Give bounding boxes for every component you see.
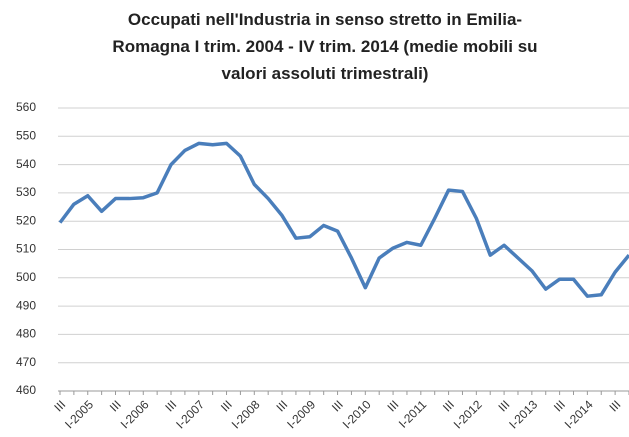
y-tick-label: 540 [16,157,36,171]
data-line [58,141,629,298]
x-tick-label: III [607,397,624,414]
x-tick-label: I-2014 [562,397,596,431]
y-tick-label: 470 [16,355,36,369]
x-tick-label: III [384,397,401,414]
y-tick-label: 530 [16,185,36,199]
x-tick-label: III [162,397,179,414]
y-tick-label: 560 [16,100,36,114]
x-tick-label: III [107,397,124,414]
x-tick-label: I-2009 [284,397,318,431]
y-tick-label: 480 [16,327,36,341]
x-tick-label: I-2013 [506,397,540,431]
x-tick-label: I-2011 [396,397,430,431]
x-tick-label: III [440,397,457,414]
y-tick-label: 490 [16,298,36,312]
x-tick-label: III [495,397,512,414]
x-tick-label: I-2012 [451,397,485,431]
y-tick-label: 520 [16,213,36,227]
x-tick-label: I-2005 [62,397,96,431]
x-tick-label: I-2008 [229,397,263,431]
x-tick-label: III [329,397,346,414]
x-tick-label: I-2007 [173,397,207,431]
y-tick-label: 460 [16,383,36,397]
x-tick-label: III [551,397,568,414]
x-tick-label: III [218,397,235,414]
x-tick-label: I-2010 [340,397,374,431]
y-tick-label: 510 [16,242,36,256]
chart-title: Occupati nell'Industria in senso stretto… [112,10,538,83]
y-tick-label: 500 [16,270,36,284]
x-tick-label: III [273,397,290,414]
y-tick-label: 550 [16,128,36,142]
x-tick-label: III [51,397,68,414]
x-tick-label: I-2006 [118,397,152,431]
